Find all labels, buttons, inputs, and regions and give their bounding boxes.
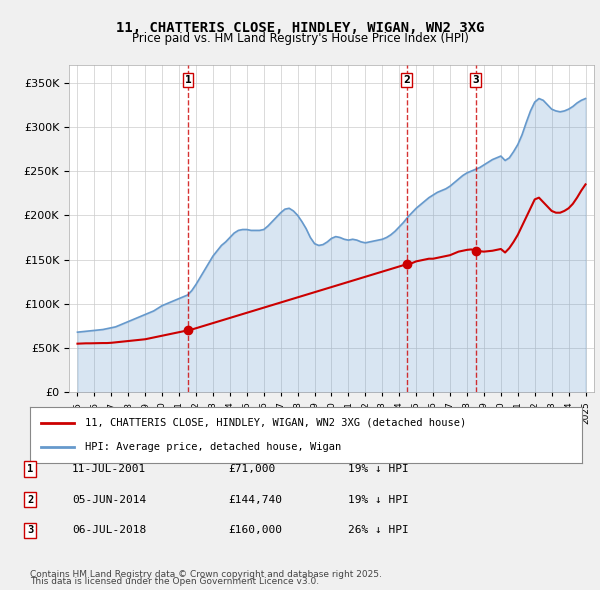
Text: £160,000: £160,000	[228, 526, 282, 535]
Text: 06-JUL-2018: 06-JUL-2018	[72, 526, 146, 535]
Text: Contains HM Land Registry data © Crown copyright and database right 2025.: Contains HM Land Registry data © Crown c…	[30, 571, 382, 579]
Text: 1: 1	[185, 75, 191, 85]
Text: 11, CHATTERIS CLOSE, HINDLEY, WIGAN, WN2 3XG (detached house): 11, CHATTERIS CLOSE, HINDLEY, WIGAN, WN2…	[85, 418, 466, 428]
Text: 19% ↓ HPI: 19% ↓ HPI	[348, 495, 409, 504]
Text: Price paid vs. HM Land Registry's House Price Index (HPI): Price paid vs. HM Land Registry's House …	[131, 32, 469, 45]
Text: £71,000: £71,000	[228, 464, 275, 474]
Text: £144,740: £144,740	[228, 495, 282, 504]
Text: 2: 2	[27, 495, 33, 504]
Text: 05-JUN-2014: 05-JUN-2014	[72, 495, 146, 504]
Text: 3: 3	[27, 526, 33, 535]
Text: 19% ↓ HPI: 19% ↓ HPI	[348, 464, 409, 474]
Text: 11-JUL-2001: 11-JUL-2001	[72, 464, 146, 474]
Text: 2: 2	[403, 75, 410, 85]
Text: 11, CHATTERIS CLOSE, HINDLEY, WIGAN, WN2 3XG: 11, CHATTERIS CLOSE, HINDLEY, WIGAN, WN2…	[116, 21, 484, 35]
Text: 3: 3	[472, 75, 479, 85]
Text: 1: 1	[27, 464, 33, 474]
Text: This data is licensed under the Open Government Licence v3.0.: This data is licensed under the Open Gov…	[30, 578, 319, 586]
Text: 26% ↓ HPI: 26% ↓ HPI	[348, 526, 409, 535]
Text: HPI: Average price, detached house, Wigan: HPI: Average price, detached house, Wiga…	[85, 442, 341, 453]
